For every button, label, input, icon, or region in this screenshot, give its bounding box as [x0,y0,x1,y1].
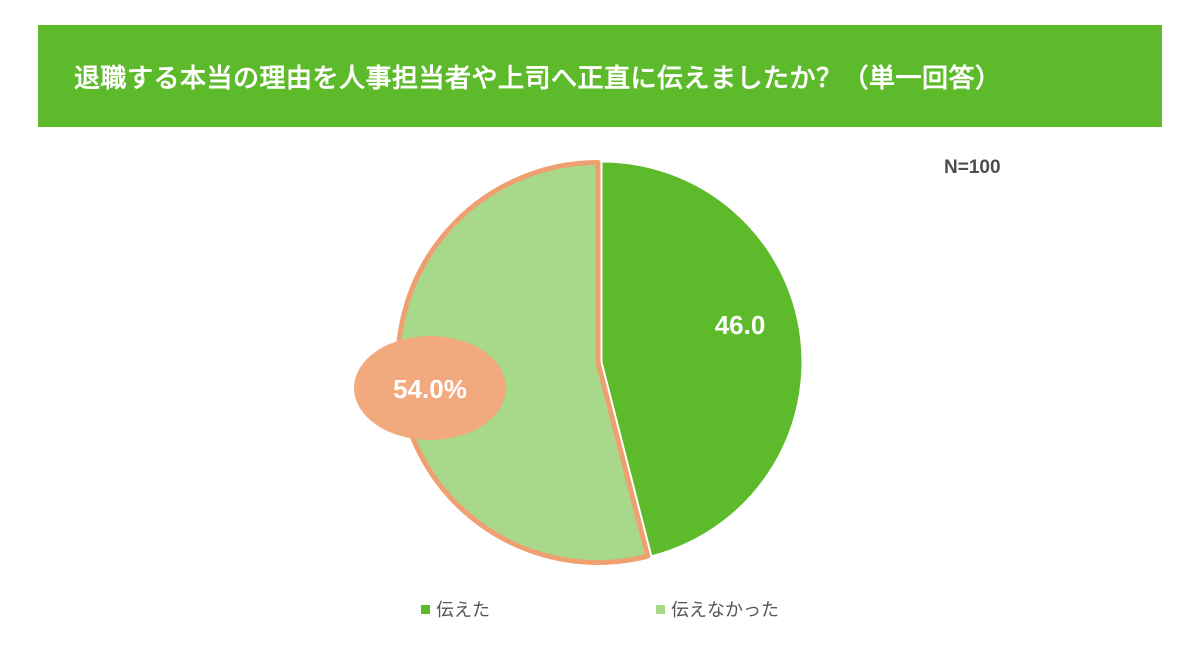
data-label-not-told: 54.0% [393,374,467,404]
title-banner: 退職する本当の理由を人事担当者や上司へ正直に伝えましたか？（単一回答） [38,25,1162,127]
legend-swatch-told [421,604,430,614]
pie-slice-told [601,161,803,557]
legend-item-not-told: 伝えなかった [656,596,779,622]
legend-swatch-not-told [656,604,665,614]
highlight-callout [354,336,506,440]
sample-size-label: N=100 [944,157,1001,178]
chart-title: 退職する本当の理由を人事担当者や上司へ正直に伝えましたか？（単一回答） [74,63,1002,94]
data-label-told: 46.0 [715,310,766,340]
legend-label-not-told: 伝えなかった [671,600,779,621]
legend-label-told: 伝えた [436,600,490,621]
legend-item-told: 伝えた [421,596,490,622]
